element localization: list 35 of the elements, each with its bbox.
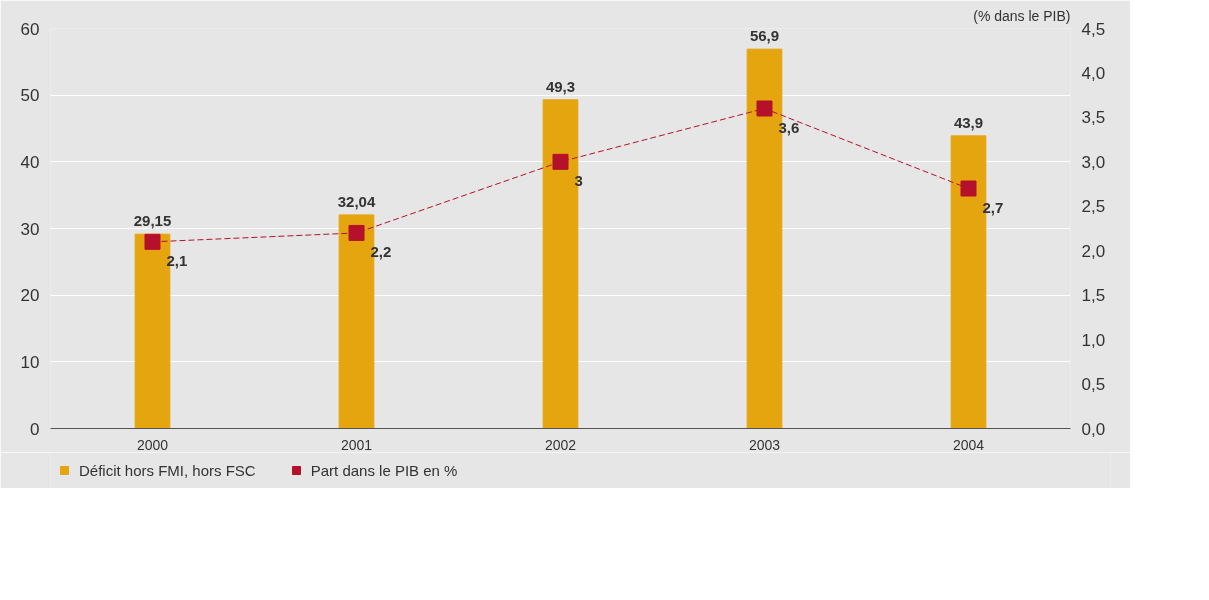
- y-tick-label: 20: [20, 286, 40, 306]
- data-label: 43,9: [953, 113, 984, 131]
- point: [144, 233, 161, 250]
- y2-tick-label: 0,5: [1081, 375, 1106, 395]
- point: [348, 224, 365, 241]
- point: [552, 153, 569, 170]
- y2-axis-title: (% dans le PIB): [973, 7, 1071, 24]
- y2-tick-label: 3,0: [1081, 152, 1106, 172]
- y2-tick-label: 2,5: [1081, 197, 1106, 217]
- y-tick-label: 60: [20, 19, 40, 39]
- y2-tick-label: 2,0: [1081, 241, 1106, 261]
- y2-tick-label: 4,0: [1081, 63, 1106, 83]
- x-tick-label: 2001: [340, 436, 373, 453]
- x-tick-label: 2004: [952, 436, 985, 453]
- y2-tick-label: 1,5: [1081, 286, 1106, 306]
- data-label: 29,15: [133, 212, 172, 230]
- y-tick-label: 50: [20, 86, 40, 106]
- y2-tick-label: 3,5: [1081, 108, 1106, 128]
- data-label: 56,9: [749, 27, 780, 45]
- y-tick-label: 30: [20, 219, 40, 239]
- x-tick-label: 2002: [544, 436, 577, 453]
- y2-tick-label: 4,5: [1081, 19, 1106, 39]
- y-tick-label: 0: [30, 419, 40, 439]
- legend-label: Part dans le PIB en %: [310, 461, 458, 479]
- x-tick-label: 2003: [748, 436, 781, 453]
- data-label: 49,3: [545, 77, 576, 95]
- data-label: 32,04: [337, 192, 376, 210]
- x-tick-label: 2000: [136, 436, 169, 453]
- point: [960, 180, 977, 197]
- legend-label: Déficit hors FMI, hors FSC: [79, 461, 256, 479]
- y2-tick-label: 1,0: [1081, 330, 1106, 350]
- point: [756, 100, 773, 117]
- y-tick-label: 40: [20, 152, 40, 172]
- y-tick-label: 10: [20, 352, 40, 372]
- y2-tick-label: 0,0: [1081, 419, 1106, 439]
